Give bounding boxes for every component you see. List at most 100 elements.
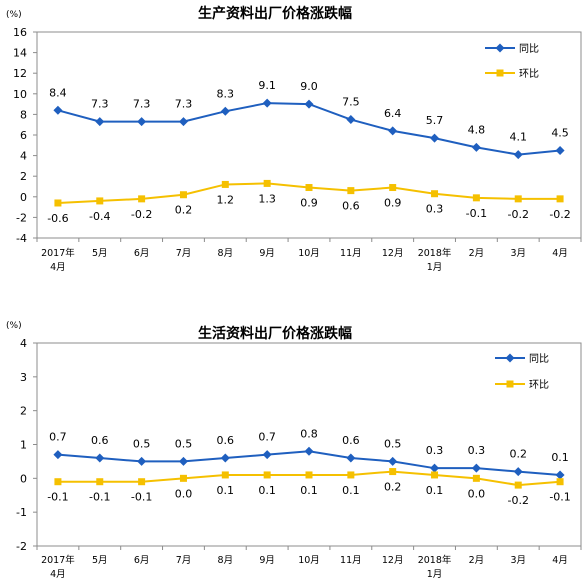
- data-point: [263, 179, 271, 187]
- data-point: [472, 194, 480, 202]
- data-point: [555, 145, 565, 155]
- data-point: [138, 195, 146, 203]
- data-label: 4.5: [551, 126, 569, 139]
- legend-marker: [496, 69, 504, 77]
- y-tick-label: 4: [20, 337, 27, 350]
- data-point: [471, 142, 481, 152]
- data-label: 0.1: [426, 484, 444, 497]
- data-label: 8.3: [217, 87, 235, 100]
- x-tick-label: 11月: [340, 248, 362, 259]
- data-label: 0.6: [342, 434, 360, 447]
- data-point: [221, 471, 229, 479]
- x-tick-label: 3月: [510, 555, 526, 566]
- data-point: [221, 180, 229, 188]
- data-label: 9.1: [258, 79, 276, 92]
- data-point: [514, 195, 522, 203]
- y-tick-label: 4: [20, 150, 27, 163]
- data-label: 7.3: [175, 98, 193, 111]
- legend-marker: [495, 43, 505, 53]
- data-label: 0.3: [426, 444, 444, 457]
- y-tick-label: 16: [13, 26, 27, 39]
- data-label: -0.2: [549, 208, 570, 221]
- x-tick-label: 2月: [469, 555, 485, 566]
- data-point: [179, 474, 187, 482]
- data-point: [430, 463, 440, 473]
- series-mom: -0.1 -0.1 -0.1 0.0 0.1 0.1 0.1 0.1 0.2 0.1 0.0 -0.2…: [47, 468, 571, 507]
- chart-1: 生产资料出厂价格涨跌幅 (%) -4 -2 0 2 4 6 8 10 12 14 16 2017年 4月 5月…: [6, 5, 582, 273]
- data-label: 0.0: [468, 487, 486, 500]
- y-tick-label: -2: [16, 211, 27, 224]
- x-tick-label: 7月: [176, 555, 192, 566]
- data-label: -0.1: [466, 207, 487, 220]
- data-label: 8.4: [49, 86, 67, 99]
- data-label: -0.2: [507, 208, 528, 221]
- chart-title: 生活资料出厂价格涨跌幅: [198, 325, 352, 342]
- data-label: 0.9: [300, 197, 318, 210]
- data-point: [54, 199, 62, 207]
- data-point: [389, 468, 397, 476]
- x-tick-label: 6月: [134, 248, 150, 259]
- data-point: [304, 99, 314, 109]
- data-point: [555, 470, 565, 480]
- data-label: 0.5: [133, 437, 151, 450]
- data-point: [137, 456, 147, 466]
- data-point: [388, 456, 398, 466]
- data-label: -0.2: [131, 208, 152, 221]
- data-label: 0.7: [258, 431, 276, 444]
- legend-marker: [505, 353, 515, 363]
- data-label: 4.8: [468, 123, 486, 136]
- data-point: [305, 184, 313, 192]
- data-point: [514, 481, 522, 489]
- data-point: [220, 453, 230, 463]
- legend-label: 环比: [519, 68, 539, 80]
- data-label: 0.3: [468, 444, 486, 457]
- data-label: 0.8: [300, 427, 318, 440]
- data-point: [178, 117, 188, 127]
- data-label: -0.1: [89, 491, 110, 504]
- data-label: -0.4: [89, 210, 110, 223]
- data-point: [179, 191, 187, 199]
- data-label: 0.7: [49, 431, 67, 444]
- data-point: [96, 478, 104, 486]
- y-tick-label: -2: [16, 540, 27, 553]
- y-tick-label: 8: [20, 108, 27, 121]
- data-label: -0.1: [47, 491, 68, 504]
- data-label: 0.5: [384, 437, 402, 450]
- data-label: 6.4: [384, 107, 402, 120]
- legend-label: 同比: [529, 353, 549, 365]
- x-tick-label: 2017年 4月: [41, 247, 75, 273]
- data-point: [513, 467, 523, 477]
- data-point: [431, 190, 439, 198]
- x-tick-label: 2018年 1月: [418, 247, 452, 273]
- data-label: 0.5: [175, 437, 193, 450]
- series-yoy: 0.7 0.6 0.5 0.5 0.6 0.7 0.8 0.6 0.5 0.3 0.3 0.2 0.1: [49, 427, 569, 480]
- data-label: -0.2: [507, 494, 528, 507]
- data-point: [220, 106, 230, 116]
- data-label: 1.3: [258, 192, 276, 205]
- data-label: 0.1: [300, 484, 318, 497]
- y-tick-label: 0: [20, 472, 27, 485]
- data-label: 0.6: [91, 434, 109, 447]
- x-tick-label: 10月: [298, 555, 320, 566]
- data-point: [53, 105, 63, 115]
- x-tick-label: 2月: [469, 248, 485, 259]
- data-label: 0.6: [342, 200, 360, 213]
- data-label: 7.3: [91, 98, 109, 111]
- x-tick-label: 11月: [340, 555, 362, 566]
- data-label: 0.1: [342, 484, 360, 497]
- data-point: [556, 478, 564, 486]
- data-point: [53, 450, 63, 460]
- x-tick-label: 12月: [382, 555, 404, 566]
- data-label: 0.1: [258, 484, 276, 497]
- data-point: [54, 478, 62, 486]
- data-label: 7.5: [342, 96, 360, 109]
- data-label: 0.1: [551, 451, 569, 464]
- x-tick-label: 2018年 1月: [418, 554, 452, 580]
- y-tick-label: 2: [20, 170, 27, 183]
- data-point: [262, 98, 272, 108]
- x-tick-label: 7月: [176, 248, 192, 259]
- x-tick-label: 6月: [134, 555, 150, 566]
- data-point: [513, 150, 523, 160]
